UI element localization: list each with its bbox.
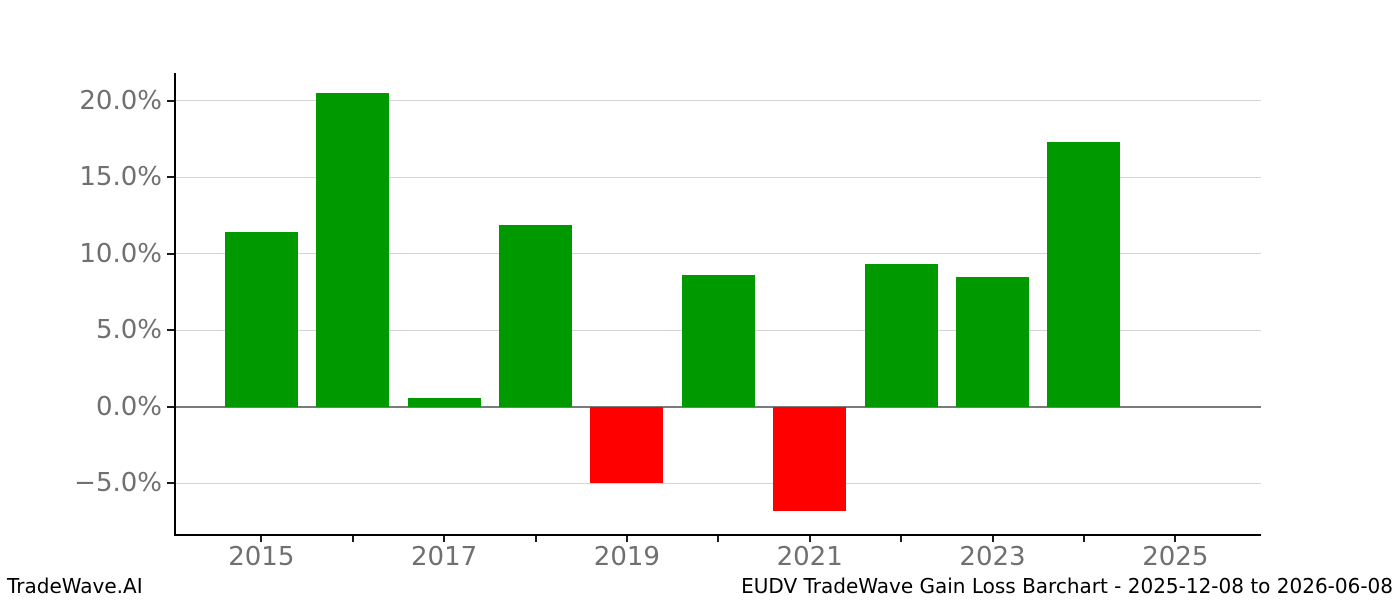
chart-caption: EUDV TradeWave Gain Loss Barchart - 2025… [741, 574, 1393, 598]
y-tick-mark [167, 329, 174, 332]
x-tick-label-2023: 2023 [959, 542, 1026, 572]
bar-2015 [224, 232, 298, 407]
bar-2022 [864, 264, 938, 407]
x-tick-label-2019: 2019 [593, 542, 660, 572]
x-tick-mark [260, 536, 263, 542]
x-tick-mark [351, 536, 354, 542]
x-tick-mark [443, 536, 446, 542]
y-tick-mark [167, 405, 174, 408]
x-tick-mark [991, 536, 994, 542]
plot-area: 20.0% 15.0% 10.0% 5.0% 0.0% −5.0% 2015 2017 2019… [74, 73, 1261, 570]
x-tick-mark [534, 536, 537, 542]
x-tick-label-2025: 2025 [1142, 542, 1209, 572]
y-tick-label: 20.0% [79, 85, 162, 116]
gridline [176, 253, 1261, 255]
x-tick-label-2017: 2017 [411, 542, 478, 572]
x-tick-mark [808, 536, 811, 542]
bar-2024 [1047, 141, 1121, 407]
bar-2016 [316, 92, 390, 407]
y-tick-mark [167, 482, 174, 485]
y-tick-label: 15.0% [79, 162, 162, 193]
x-tick-label-2015: 2015 [228, 542, 295, 572]
bar-2021 [773, 406, 847, 512]
bar-2018 [499, 224, 572, 407]
x-tick-mark [900, 536, 903, 542]
x-tick-mark [1174, 536, 1177, 542]
bar-2020 [681, 275, 755, 407]
bar-2023 [956, 276, 1029, 407]
bar-2017 [407, 397, 481, 407]
y-tick-label: 5.0% [95, 315, 162, 346]
gridline [176, 176, 1261, 178]
x-tick-mark [717, 536, 720, 542]
x-tick-label-2021: 2021 [776, 542, 843, 572]
y-tick-mark [167, 99, 174, 102]
y-tick-mark [167, 176, 174, 179]
y-tick-label: 10.0% [79, 238, 162, 269]
x-tick-mark [1082, 536, 1085, 542]
y-tick-label: 0.0% [95, 391, 162, 422]
brand-text: TradeWave.AI [7, 574, 143, 598]
bar-2019 [590, 406, 664, 484]
y-tick-mark [167, 252, 174, 255]
y-tick-label: −5.0% [74, 468, 162, 499]
gridline [176, 482, 1261, 484]
gridline [176, 100, 1261, 102]
x-tick-mark [625, 536, 628, 542]
zero-gridline [176, 405, 1261, 408]
